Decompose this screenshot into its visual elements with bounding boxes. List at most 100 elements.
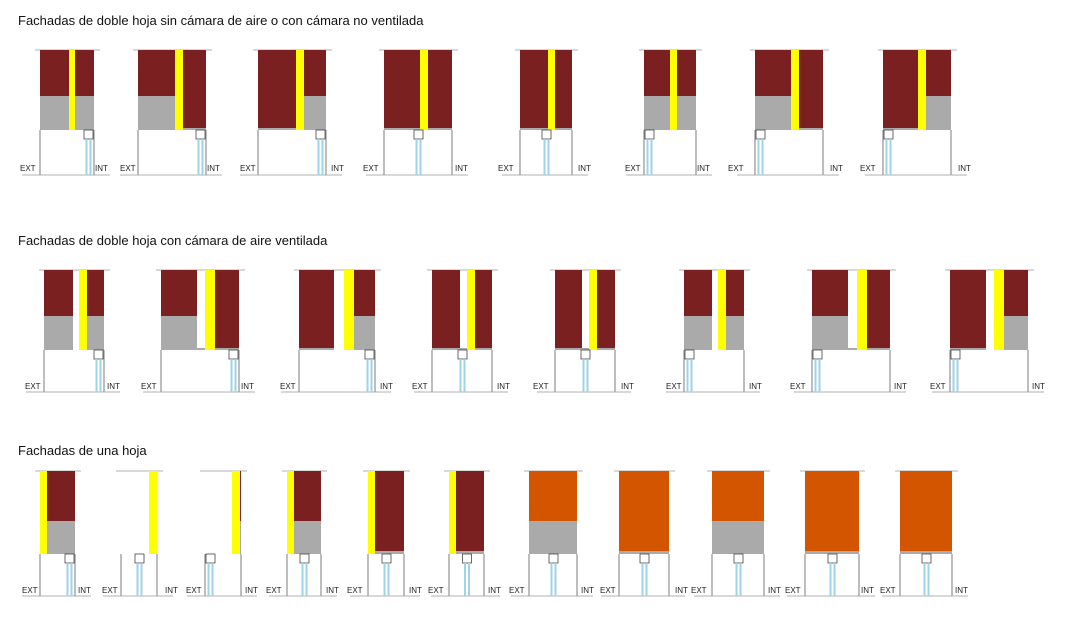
insulation-layer bbox=[368, 471, 375, 554]
inner-brick-leaf bbox=[183, 50, 206, 128]
ext-label: EXT bbox=[102, 586, 118, 595]
lintel-strip bbox=[867, 348, 890, 350]
int-label: INT bbox=[768, 586, 781, 595]
insulation-layer bbox=[420, 50, 428, 130]
insulation-layer bbox=[589, 270, 597, 350]
facade-detail-1-0: EXT INT bbox=[25, 269, 120, 393]
window-glass bbox=[885, 139, 888, 175]
window-glass bbox=[234, 359, 237, 392]
window-glass bbox=[301, 563, 304, 596]
facade-detail-2-2: EXT INT bbox=[186, 470, 258, 597]
int-label: INT bbox=[241, 382, 254, 391]
ext-label: EXT bbox=[930, 382, 946, 391]
facade-detail-1-7: EXT INT bbox=[930, 269, 1045, 393]
window-glass bbox=[956, 359, 959, 392]
ext-label: EXT bbox=[428, 586, 444, 595]
facade-detail-0-7: EXT INT bbox=[860, 49, 971, 176]
lintel-block bbox=[294, 521, 321, 554]
orange-block-full bbox=[805, 471, 859, 551]
window-glass bbox=[459, 359, 462, 392]
window-frame bbox=[413, 129, 424, 140]
outer-brick-leaf bbox=[644, 50, 670, 96]
facade-detail-1-3: EXT INT bbox=[412, 269, 510, 393]
int-label: INT bbox=[488, 586, 501, 595]
brick-leaf bbox=[456, 471, 484, 551]
insulation-layer bbox=[548, 50, 555, 130]
facade-detail-1-5: EXT INT bbox=[666, 269, 762, 393]
outer-lintel bbox=[755, 96, 791, 130]
outer-brick-leaf bbox=[384, 50, 420, 128]
insulation-layer bbox=[918, 50, 926, 130]
int-label: INT bbox=[749, 382, 762, 391]
orange-block-upper bbox=[712, 471, 764, 521]
brick-leaf bbox=[240, 471, 241, 521]
ext-label: EXT bbox=[363, 164, 379, 173]
section-title-single-leaf: Fachadas de una hoja bbox=[18, 443, 147, 458]
window-glass bbox=[70, 563, 73, 596]
inner-lintel bbox=[1004, 316, 1028, 350]
window-glass bbox=[650, 139, 653, 175]
lintel-strip bbox=[428, 128, 452, 130]
inner-brick-leaf bbox=[428, 50, 452, 128]
outer-lintel bbox=[161, 316, 197, 350]
section-title-double-leaf-no-ventilation: Fachadas de doble hoja sin cámara de air… bbox=[18, 13, 424, 28]
int-label: INT bbox=[894, 382, 907, 391]
window-glass bbox=[543, 139, 546, 175]
lintel-strip bbox=[950, 348, 986, 350]
window-frame bbox=[457, 349, 468, 360]
lintel-strip bbox=[619, 551, 669, 554]
ext-label: EXT bbox=[533, 382, 549, 391]
outer-brick-leaf bbox=[684, 270, 712, 316]
insulation-layer bbox=[467, 270, 475, 350]
window-glass bbox=[641, 563, 644, 596]
window-glass bbox=[230, 359, 233, 392]
lintel-block bbox=[529, 521, 577, 554]
window-frame bbox=[827, 553, 838, 564]
lintel-strip bbox=[582, 348, 589, 350]
window-frame bbox=[195, 129, 206, 140]
facade-detail-2-0: EXT INT bbox=[22, 470, 91, 597]
window-frame bbox=[134, 553, 145, 564]
window-glass bbox=[387, 563, 390, 596]
window-glass bbox=[321, 139, 324, 175]
window-glass bbox=[818, 359, 821, 392]
window-glass bbox=[201, 139, 204, 175]
insulation-layer bbox=[449, 471, 456, 554]
int-label: INT bbox=[697, 164, 710, 173]
inner-brick-leaf bbox=[677, 50, 696, 96]
window-glass bbox=[547, 139, 550, 175]
ext-label: EXT bbox=[600, 586, 616, 595]
inner-brick-leaf bbox=[597, 270, 615, 348]
facade-detail-0-3: EXT INT bbox=[363, 49, 468, 176]
window-frame bbox=[733, 553, 744, 564]
window-glass bbox=[690, 359, 693, 392]
window-glass bbox=[211, 563, 214, 596]
ext-label: EXT bbox=[412, 382, 428, 391]
window-glass bbox=[646, 139, 649, 175]
facade-detail-0-2: EXT INT bbox=[240, 49, 344, 176]
inner-lintel bbox=[677, 96, 696, 130]
window-glass bbox=[761, 139, 764, 175]
window-glass bbox=[305, 563, 308, 596]
window-frame bbox=[83, 129, 94, 140]
window-frame bbox=[205, 553, 216, 564]
ext-label: EXT bbox=[280, 382, 296, 391]
int-label: INT bbox=[621, 382, 634, 391]
ext-label: EXT bbox=[347, 586, 363, 595]
insulation-layer bbox=[857, 270, 867, 350]
window-glass bbox=[952, 359, 955, 392]
window-frame bbox=[64, 553, 75, 564]
outer-brick-leaf bbox=[161, 270, 197, 316]
facade-detail-2-4: EXT INT bbox=[347, 470, 422, 597]
outer-brick-leaf bbox=[950, 270, 986, 348]
window-glass bbox=[463, 359, 466, 392]
ext-label: EXT bbox=[240, 164, 256, 173]
window-frame bbox=[93, 349, 104, 360]
window-glass bbox=[889, 139, 892, 175]
window-glass bbox=[923, 563, 926, 596]
facade-detail-0-5: EXT INT bbox=[625, 49, 712, 176]
window-glass bbox=[739, 563, 742, 596]
section-title-double-leaf-ventilated: Fachadas de doble hoja con cámara de air… bbox=[18, 233, 328, 248]
int-label: INT bbox=[107, 382, 120, 391]
